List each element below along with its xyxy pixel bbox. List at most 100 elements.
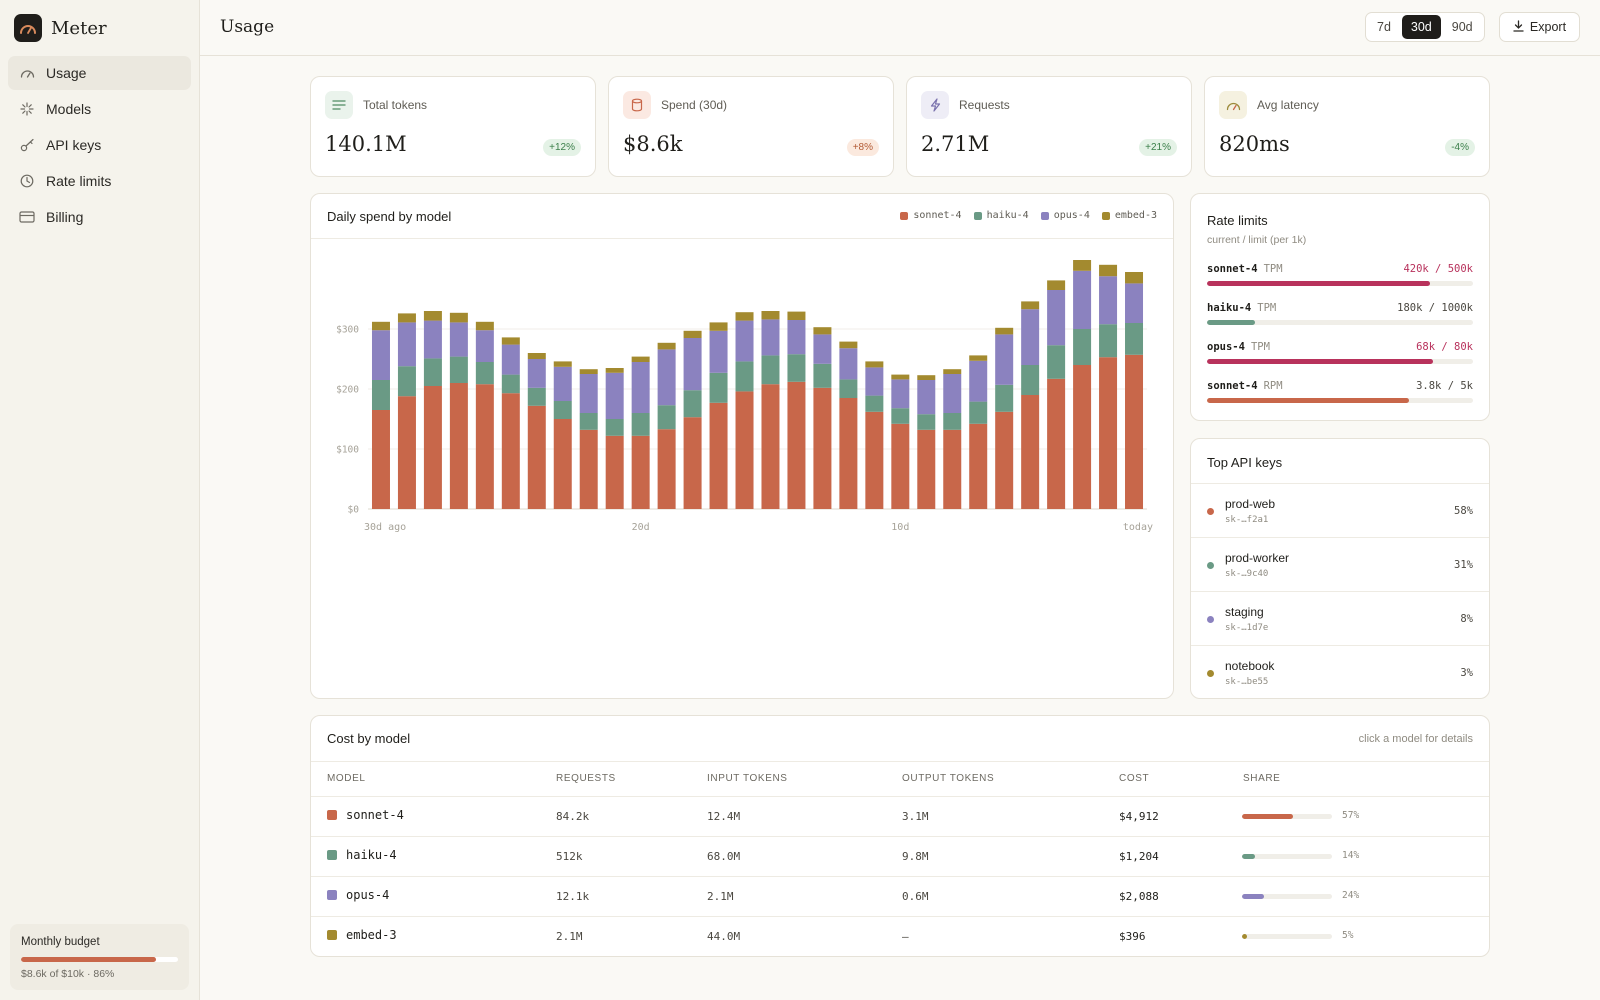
legend-swatch	[1040, 211, 1049, 220]
bar-segment-opus-4	[553, 366, 572, 401]
model-name: embed-3	[346, 928, 397, 942]
api-key-row[interactable]: notebook sk-…be55 3%	[1191, 645, 1489, 698]
column-header-requests[interactable]: REQUESTS	[556, 773, 616, 784]
legend-label: haiku-4	[986, 210, 1029, 221]
api-key-row[interactable]: prod-worker sk-…9c40 31%	[1191, 537, 1489, 591]
brand[interactable]: Meter	[14, 14, 107, 42]
output-tokens-cell: 0.6M	[902, 890, 929, 903]
bar-segment-sonnet-4	[709, 402, 728, 509]
table-title: Cost by model	[327, 731, 411, 746]
bar-segment-haiku-4	[735, 361, 754, 392]
bar-segment-sonnet-4	[917, 429, 936, 509]
table-row[interactable]: haiku-4 512k 68.0M 9.8M $1,204 14%	[311, 836, 1489, 875]
bar-segment-embed-3	[1047, 280, 1066, 290]
rate-limit-row-header: opus-4 TPM 68k / 80k	[1207, 341, 1473, 353]
share-bar	[1242, 854, 1332, 859]
bar-segment-sonnet-4	[657, 429, 676, 509]
bar-segment-sonnet-4	[1099, 357, 1118, 509]
input-tokens-cell: 2.1M	[707, 890, 734, 903]
rate-limit-row: sonnet-4 RPM 3.8k / 5k	[1207, 380, 1473, 403]
requests-cell: 512k	[556, 850, 583, 863]
column-header-cost[interactable]: COST	[1119, 773, 1150, 784]
top-api-keys-card: Top API keys prod-web sk-…f2a1 58% prod-wor…	[1190, 438, 1490, 699]
legend-item-haiku-4[interactable]: haiku-4	[973, 210, 1029, 221]
bar-segment-embed-3	[397, 313, 416, 323]
legend-item-sonnet-4[interactable]: sonnet-4	[900, 210, 962, 221]
model-swatch	[327, 930, 337, 940]
range-30d-button[interactable]: 30d	[1401, 15, 1441, 39]
sidebar-item-usage[interactable]: Usage	[8, 56, 191, 90]
column-header-share[interactable]: SHARE	[1243, 773, 1281, 784]
bar-segment-haiku-4	[995, 384, 1014, 412]
sidebar-item-models[interactable]: Models	[8, 92, 191, 126]
legend-label: opus-4	[1053, 210, 1090, 221]
rate-limit-bar	[1207, 359, 1473, 364]
requests-cell: 2.1M	[556, 930, 583, 943]
legend-item-embed-3[interactable]: embed-3	[1101, 210, 1157, 221]
share-bar-fill	[1242, 814, 1294, 819]
bar-segment-opus-4	[501, 344, 520, 375]
api-key-row[interactable]: staging sk-…1d7e 8%	[1191, 591, 1489, 645]
bar-segment-sonnet-4	[605, 435, 624, 509]
budget-detail: $8.6k of $10k · 86%	[21, 968, 115, 980]
bar-segment-embed-3	[735, 312, 754, 321]
sidebar-item-rate-limits[interactable]: Rate limits	[8, 164, 191, 198]
bar-segment-haiku-4	[1073, 329, 1092, 365]
monthly-budget: Monthly budget $8.6k of $10k · 86%	[10, 924, 189, 990]
rate-limit-row: haiku-4 TPM 180k / 1000k	[1207, 302, 1473, 325]
stat-delta-badge: +21%	[1139, 139, 1177, 156]
y-tick-label: $200	[336, 385, 359, 396]
output-tokens-cell: 9.8M	[902, 850, 929, 863]
api-key-row[interactable]: prod-web sk-…f2a1 58%	[1191, 483, 1489, 537]
rate-limit-unit: RPM	[1263, 380, 1283, 392]
bar-segment-haiku-4	[371, 380, 390, 410]
budget-progress-fill	[21, 957, 157, 962]
table-row[interactable]: sonnet-4 84.2k 12.4M 3.1M $4,912 57%	[311, 796, 1489, 835]
cost-by-model-table: Cost by model click a model for details …	[310, 715, 1490, 957]
rate-limit-model: sonnet-4 TPM	[1207, 263, 1283, 275]
export-button[interactable]: Export	[1499, 12, 1580, 42]
bar-segment-sonnet-4	[735, 391, 754, 509]
rate-limit-row-header: sonnet-4 TPM 420k / 500k	[1207, 263, 1473, 275]
column-header-input-tokens[interactable]: INPUT TOKENS	[707, 773, 788, 784]
bar-segment-opus-4	[969, 360, 988, 402]
cost-cell: $1,204	[1119, 850, 1159, 863]
x-tick-label: 20d	[632, 522, 650, 533]
stat-label: Total tokens	[363, 98, 428, 112]
table-row[interactable]: embed-3 2.1M 44.0M — $396 5%	[311, 916, 1489, 955]
bar-segment-opus-4	[475, 330, 494, 362]
range-7d-button[interactable]: 7d	[1377, 20, 1391, 34]
bar-segment-sonnet-4	[943, 429, 962, 509]
range-90d-button[interactable]: 90d	[1451, 20, 1473, 34]
sidebar-item-billing[interactable]: Billing	[8, 200, 191, 234]
bar-segment-sonnet-4	[553, 419, 572, 509]
api-key-id: sk-…9c40	[1225, 569, 1269, 579]
sidebar-item-api-keys[interactable]: API keys	[8, 128, 191, 162]
table-row[interactable]: opus-4 12.1k 2.1M 0.6M $2,088 24%	[311, 876, 1489, 915]
bar-segment-sonnet-4	[761, 384, 780, 509]
bar-segment-opus-4	[813, 334, 832, 364]
stat-card-total-tokens: Total tokens 140.1M +12%	[310, 76, 596, 177]
rate-limit-bar-fill	[1207, 359, 1434, 364]
page-header: Usage 7d 30d 90d Export	[200, 0, 1600, 56]
bar-segment-haiku-4	[423, 358, 442, 386]
rate-limit-row-header: sonnet-4 RPM 3.8k / 5k	[1207, 380, 1473, 392]
bar-segment-haiku-4	[397, 366, 416, 397]
chart-title: Daily spend by model	[327, 209, 452, 224]
y-tick-label: $0	[348, 505, 360, 516]
model-cell: sonnet-4	[327, 808, 404, 822]
column-header-model[interactable]: MODEL	[327, 773, 366, 784]
rate-limit-unit: TPM	[1250, 341, 1270, 353]
rate-limit-bar	[1207, 398, 1473, 403]
output-tokens-cell: 3.1M	[902, 810, 929, 823]
bar-segment-opus-4	[787, 320, 806, 355]
x-tick-label: 10d	[891, 522, 909, 533]
stat-value: $8.6k	[623, 132, 683, 156]
legend-item-opus-4[interactable]: opus-4	[1040, 210, 1090, 221]
bar-segment-embed-3	[501, 337, 520, 345]
rate-limit-bar	[1207, 281, 1473, 286]
column-header-output-tokens[interactable]: OUTPUT TOKENS	[902, 773, 995, 784]
bar-segment-haiku-4	[761, 355, 780, 385]
divider	[311, 238, 1173, 239]
share-bar-fill	[1242, 854, 1255, 859]
